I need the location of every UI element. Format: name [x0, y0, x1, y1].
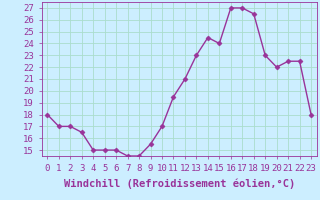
X-axis label: Windchill (Refroidissement éolien,°C): Windchill (Refroidissement éolien,°C) [64, 178, 295, 189]
